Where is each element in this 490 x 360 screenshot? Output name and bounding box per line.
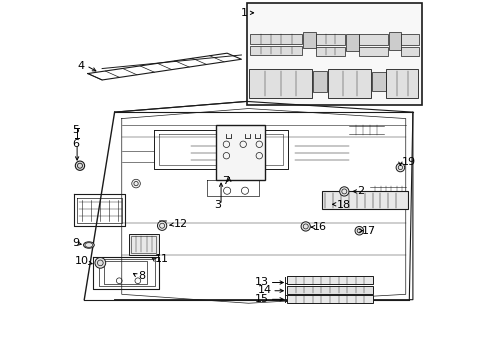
Bar (250, 33, 302, 44)
Bar (401, 47, 419, 56)
Circle shape (340, 187, 349, 196)
Ellipse shape (83, 242, 94, 248)
Circle shape (301, 222, 310, 231)
Text: 11: 11 (155, 254, 169, 264)
Circle shape (355, 226, 364, 235)
Bar (389, 32, 401, 50)
Bar (346, 33, 359, 51)
Circle shape (95, 257, 106, 268)
Circle shape (132, 179, 140, 188)
Circle shape (396, 163, 405, 172)
Bar (386, 69, 418, 98)
Bar (217, 125, 265, 180)
Bar (322, 192, 408, 209)
Bar (328, 69, 371, 98)
Bar (372, 72, 386, 91)
Bar (287, 286, 373, 294)
Bar (131, 236, 156, 253)
Text: 14: 14 (258, 285, 272, 295)
Bar (401, 33, 419, 45)
Text: 6: 6 (72, 139, 79, 149)
Text: 19: 19 (401, 157, 416, 167)
Bar (249, 69, 312, 98)
Bar (287, 296, 373, 303)
Bar (313, 71, 327, 93)
Text: 4: 4 (77, 61, 84, 71)
Text: 3: 3 (214, 200, 220, 210)
Bar (287, 276, 373, 284)
Text: 1: 1 (241, 8, 248, 18)
Bar (317, 47, 345, 56)
Text: 17: 17 (362, 226, 376, 236)
Circle shape (157, 221, 167, 230)
Bar (303, 32, 316, 48)
Text: 18: 18 (337, 200, 351, 210)
Text: 7: 7 (222, 176, 229, 186)
Bar (250, 46, 302, 55)
Bar (247, 3, 422, 105)
Text: 10: 10 (75, 256, 89, 266)
Text: 9: 9 (72, 238, 79, 248)
Bar (129, 234, 159, 255)
Text: 5: 5 (72, 125, 79, 135)
Text: 8: 8 (138, 271, 145, 281)
Text: 2: 2 (358, 186, 365, 197)
Text: 12: 12 (173, 219, 188, 229)
Bar (359, 47, 388, 56)
Bar (317, 33, 345, 45)
Text: 15: 15 (255, 294, 270, 303)
Circle shape (75, 161, 85, 170)
Text: 16: 16 (313, 222, 327, 232)
Text: 13: 13 (255, 277, 270, 287)
Bar (359, 33, 388, 45)
